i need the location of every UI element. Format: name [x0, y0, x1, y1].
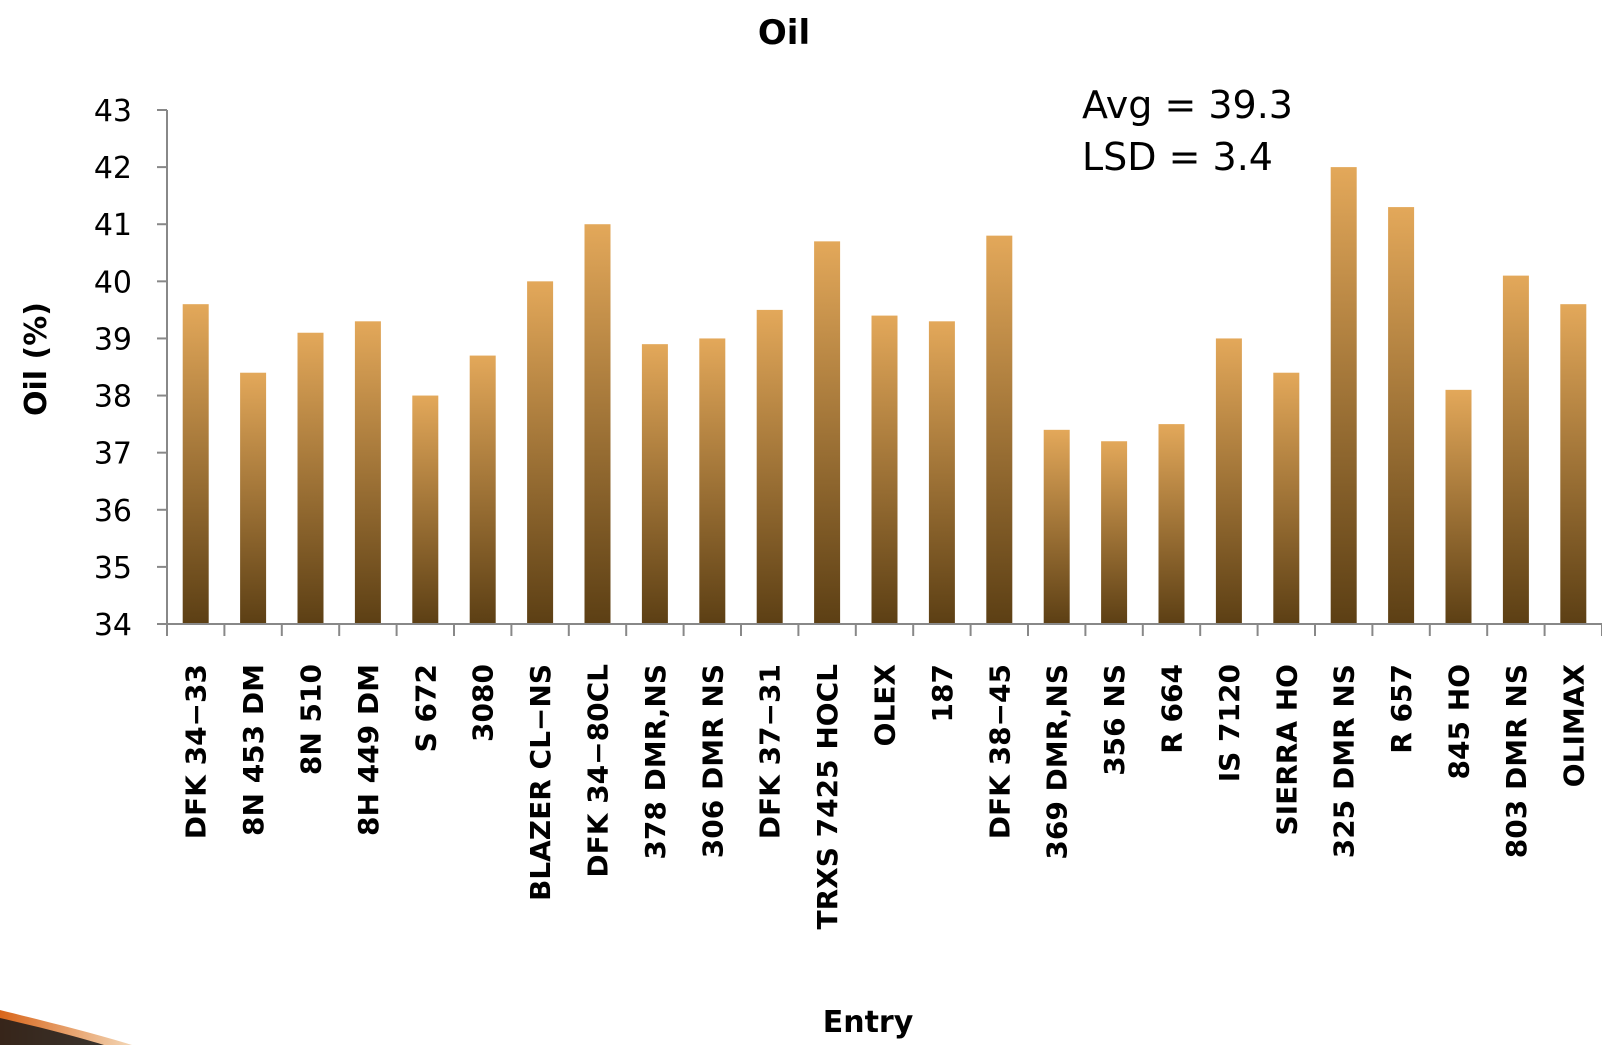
x-tick-label: DFK 37−31	[754, 664, 787, 839]
bar	[1502, 275, 1529, 624]
x-tick-label: 306 DMR NS	[696, 664, 729, 858]
axes	[166, 110, 1602, 625]
bars	[182, 167, 1587, 625]
x-tick-label: R 657	[1385, 664, 1418, 754]
y-tick-label: 37	[94, 437, 132, 472]
y-tick-label: 34	[94, 608, 132, 643]
y-tick-label: 39	[94, 322, 132, 357]
x-tick-label: 3080	[467, 664, 500, 742]
bar	[1445, 389, 1472, 624]
y-tick-label: 42	[94, 151, 132, 186]
x-tick-label: BLAZER CL−NS	[524, 664, 557, 901]
y-tick-label: 43	[94, 94, 132, 129]
bar	[182, 304, 209, 624]
x-tick-label: R 664	[1156, 664, 1189, 754]
x-tick-label: 8H 449 DM	[352, 664, 385, 836]
bar	[1388, 207, 1415, 625]
bar	[756, 309, 783, 624]
y-tick-label: 41	[94, 208, 132, 243]
bar	[1043, 429, 1070, 624]
bar	[469, 355, 496, 624]
x-tick-label: OLEX	[869, 664, 902, 747]
x-tick-label: 8N 510	[295, 664, 328, 775]
bar	[1560, 304, 1587, 624]
lsd-annotation: LSD = 3.4	[1082, 135, 1273, 179]
y-axis-label: Oil (%)	[19, 302, 54, 416]
bar	[1158, 424, 1185, 624]
bar	[297, 332, 324, 624]
x-tick-label: S 672	[409, 664, 442, 752]
bar	[699, 338, 726, 624]
bar	[1215, 338, 1242, 624]
x-tick-label: SIERRA HO	[1270, 664, 1303, 836]
x-tick-label: DFK 34−80CL	[582, 664, 615, 878]
y-tick-label: 35	[94, 551, 132, 586]
y-tick-label: 38	[94, 380, 132, 415]
x-tick-label: 325 DMR NS	[1328, 664, 1361, 858]
x-tick-label: TRXS 7425 HOCL	[811, 664, 844, 930]
x-tick-label: IS 7120	[1213, 664, 1246, 782]
bar	[986, 235, 1013, 624]
x-tick-label: 803 DMR NS	[1500, 664, 1533, 858]
bar	[240, 372, 267, 624]
x-axis-label: Entry	[823, 1005, 914, 1040]
bar	[871, 315, 898, 624]
bar	[1273, 372, 1300, 624]
corner-swoosh-shadow	[0, 1018, 104, 1045]
bar	[354, 321, 381, 624]
bar	[1101, 441, 1128, 624]
x-tick-label: 845 HO	[1443, 664, 1476, 779]
chart-title: Oil	[758, 13, 810, 53]
bar	[412, 395, 439, 624]
y-tick-label: 36	[94, 494, 132, 529]
y-tick-label: 40	[94, 265, 132, 300]
bar	[527, 281, 554, 624]
x-tick-label: 8N 453 DM	[237, 664, 270, 836]
x-tick-label: 369 DMR,NS	[1041, 664, 1074, 860]
y-axis-ticks: 34 35 36 37 38 39 40 41 42 43	[94, 94, 167, 643]
x-tick-label: 356 NS	[1098, 664, 1131, 776]
bar	[641, 344, 668, 624]
x-tick-label: 378 DMR,NS	[639, 664, 672, 860]
bar	[584, 224, 611, 624]
x-tick-label: OLIMAX	[1557, 664, 1590, 788]
bar	[814, 241, 841, 624]
x-axis-ticks	[166, 624, 1602, 636]
x-tick-label: DFK 34−33	[180, 664, 213, 839]
x-tick-label: DFK 38−45	[983, 664, 1016, 839]
x-tick-label: 187	[926, 664, 959, 722]
x-tick-labels: DFK 34−33 8N 453 DM 8N 510 8H 449 DM S 672 30…	[180, 664, 1591, 930]
bar	[1330, 167, 1357, 624]
avg-annotation: Avg = 39.3	[1082, 83, 1293, 127]
bar	[928, 321, 955, 624]
